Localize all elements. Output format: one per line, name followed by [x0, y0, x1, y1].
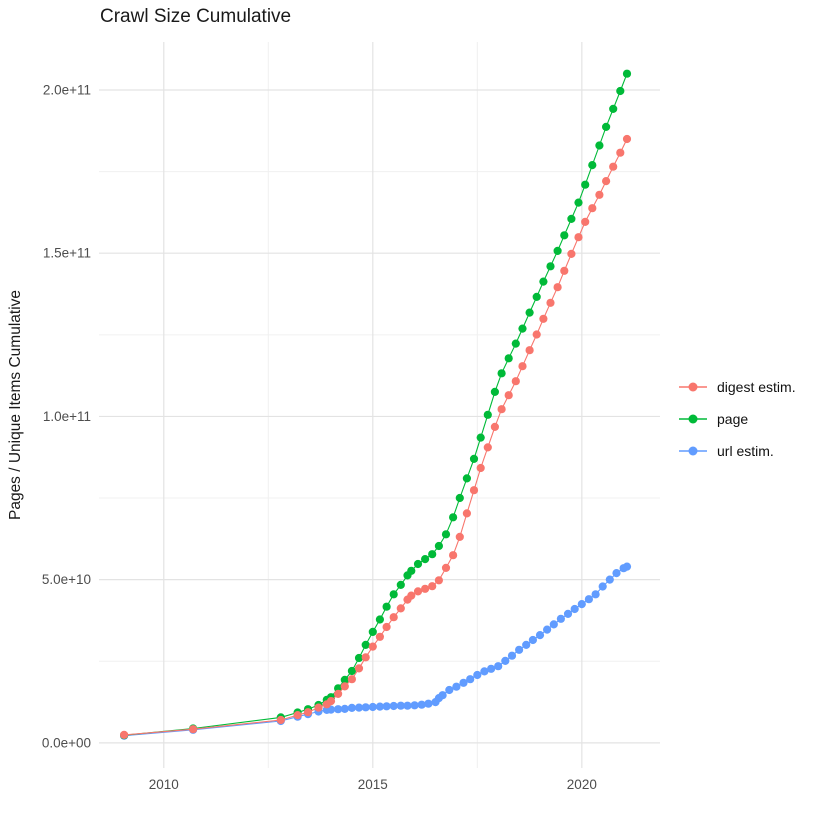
svg-text:5.0e+10: 5.0e+10: [42, 572, 91, 587]
legend-item-digest-estim: digest estim.: [678, 376, 796, 398]
series-url-estim: [120, 562, 632, 740]
svg-text:2.0e+11: 2.0e+11: [43, 82, 91, 97]
legend-label: page: [717, 411, 749, 427]
legend-item-url-estim: url estim.: [678, 440, 796, 462]
chart-title: Crawl Size Cumulative: [100, 6, 292, 27]
x-axis-tick-labels: 2010 2015 2020: [149, 777, 597, 792]
y-axis-tick-labels: 0.0e+00 5.0e+10 1.0e+11 1.5e+11 2.0e+11: [42, 82, 91, 750]
svg-text:0.0e+00: 0.0e+00: [42, 735, 91, 750]
svg-text:1.5e+11: 1.5e+11: [43, 246, 91, 261]
svg-text:2015: 2015: [358, 777, 388, 792]
legend-label: digest estim.: [717, 379, 796, 395]
svg-text:1.0e+11: 1.0e+11: [43, 409, 91, 424]
series-page: [120, 69, 632, 740]
digest-estim-marker-icon: [678, 378, 708, 396]
svg-text:2020: 2020: [567, 777, 597, 792]
svg-text:2010: 2010: [149, 777, 179, 792]
legend-item-page: page: [678, 408, 796, 430]
url-estim-marker-icon: [678, 442, 708, 460]
page-marker-icon: [678, 410, 708, 428]
gridlines: [99, 42, 660, 768]
series-digest-estim: [120, 134, 632, 740]
y-axis-title: Pages / Unique Items Cumulative: [7, 290, 24, 520]
legend: digest estim. page url estim.: [678, 376, 796, 462]
legend-label: url estim.: [717, 443, 774, 459]
